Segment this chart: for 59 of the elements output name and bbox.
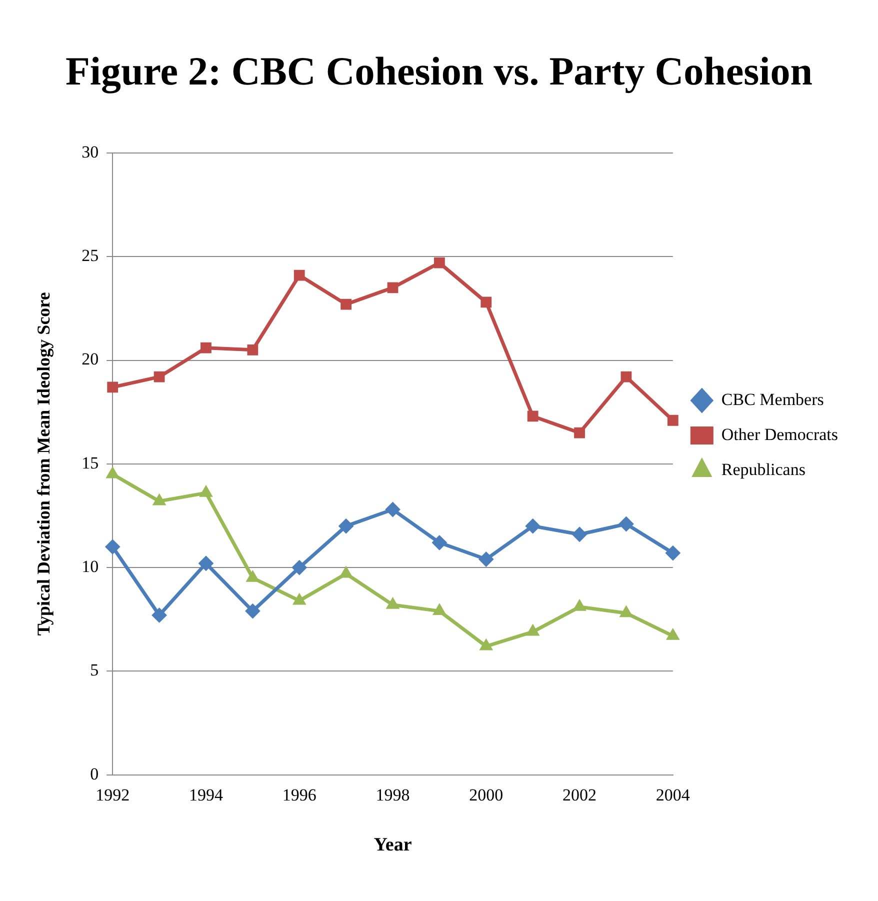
y-tick-label: 0	[90, 764, 99, 784]
point	[246, 570, 260, 582]
point	[432, 604, 446, 616]
y-tick-label: 30	[82, 142, 99, 162]
point	[105, 539, 120, 554]
point	[340, 566, 353, 578]
point	[107, 382, 118, 393]
x-tick-label: 1998	[376, 785, 410, 804]
point	[152, 608, 167, 623]
point	[526, 624, 540, 636]
y-axis-title: Typical Deviation from Mean Ideology Score	[33, 292, 54, 636]
point	[667, 414, 678, 426]
x-tick-label: 2004	[656, 785, 690, 804]
point	[387, 282, 398, 294]
legend-label: Republicans	[721, 460, 806, 479]
y-tick-label: 5	[90, 660, 99, 680]
y-tick-label: 25	[82, 246, 99, 266]
x-tick-label: 2000	[469, 785, 504, 804]
point	[620, 371, 632, 382]
point	[665, 546, 680, 561]
x-tick-label: 1992	[96, 785, 130, 804]
y-tick-label: 15	[82, 453, 99, 472]
y-tick-label: 10	[82, 557, 99, 576]
point	[525, 518, 540, 534]
x-tick-label: 1996	[282, 785, 316, 804]
point	[247, 344, 258, 356]
point	[199, 485, 213, 497]
point	[154, 371, 165, 382]
x-axis-title: Year	[374, 834, 412, 856]
point	[340, 298, 352, 310]
point	[338, 518, 354, 534]
point	[572, 526, 588, 542]
point	[106, 466, 120, 478]
point	[572, 599, 586, 611]
chart-title: Figure 2: CBC Cohesion vs. Party Cohesion	[65, 48, 813, 94]
point	[478, 552, 494, 567]
point	[574, 427, 585, 438]
point	[198, 556, 214, 571]
point	[385, 502, 400, 517]
point	[200, 342, 212, 354]
point	[386, 597, 400, 609]
point	[620, 606, 633, 618]
point	[480, 638, 493, 650]
point	[292, 593, 306, 605]
point	[618, 516, 634, 532]
legend-label: Other Democrats	[721, 424, 838, 444]
point	[294, 270, 305, 281]
point	[152, 494, 166, 506]
legend-label: CBC Members	[721, 390, 824, 409]
point	[480, 296, 492, 308]
point	[432, 535, 447, 550]
point	[527, 410, 538, 422]
point	[292, 560, 307, 576]
point	[245, 604, 260, 619]
point	[434, 257, 445, 268]
x-tick-label: 1994	[188, 785, 224, 804]
y-tick-label: 20	[82, 350, 99, 369]
x-tick-label: 2002	[562, 785, 597, 804]
point	[666, 628, 680, 640]
